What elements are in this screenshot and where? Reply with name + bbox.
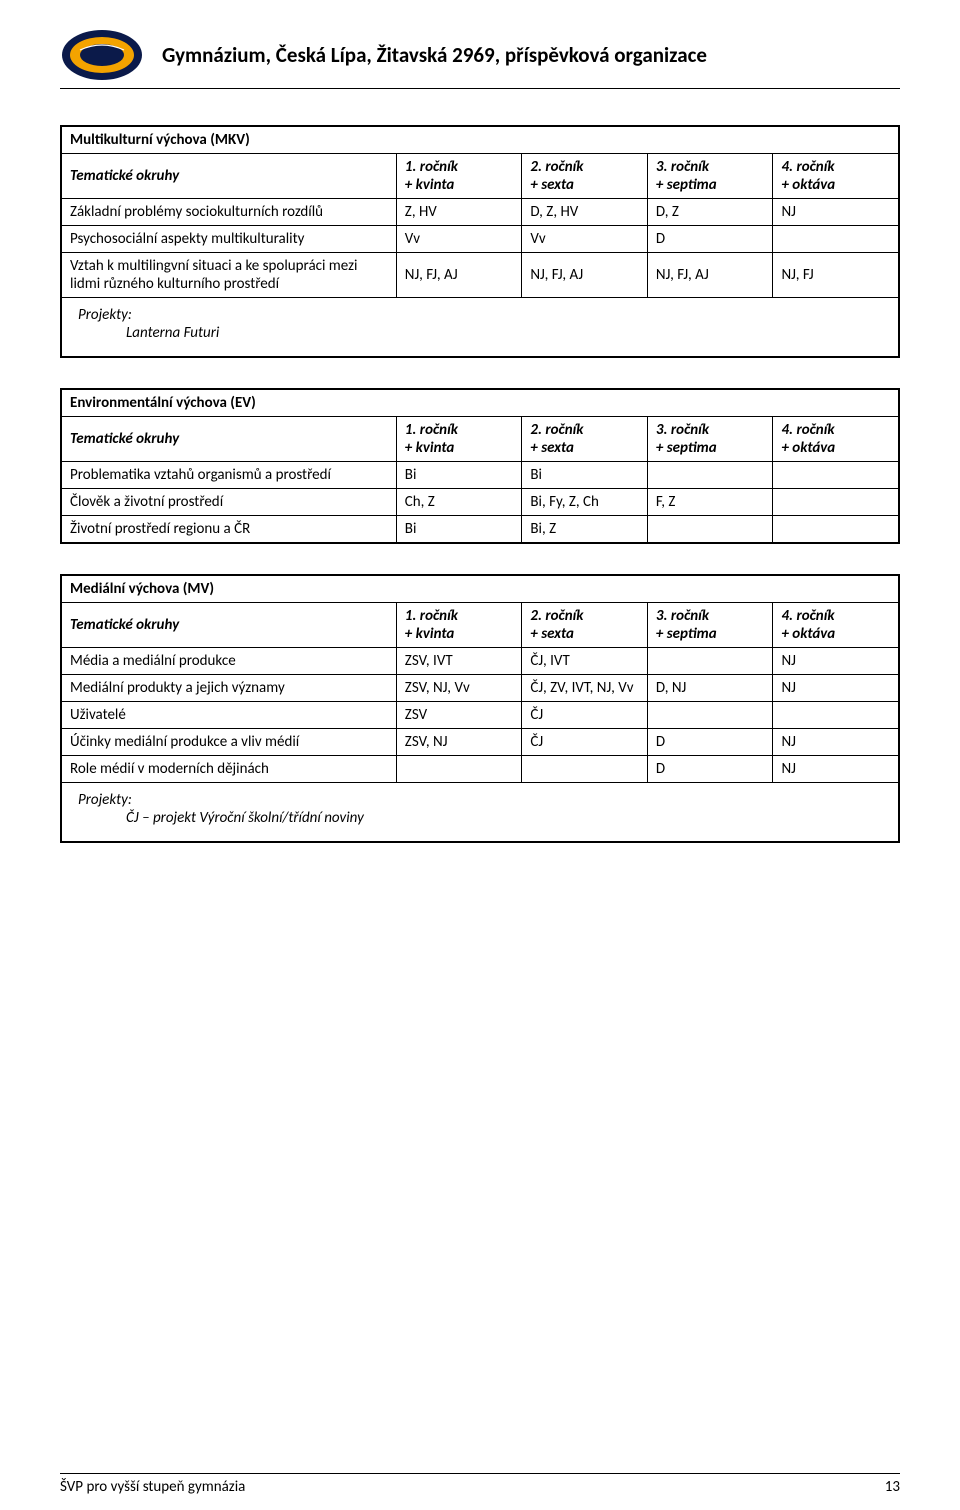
header-title: Gymnázium, Česká Lípa, Žitavská 2969, př… (162, 42, 707, 68)
mkv-section: Multikulturní výchova (MKV) Tematické ok… (60, 125, 900, 358)
column-header-4: 4. ročník+ oktáva (773, 154, 899, 199)
table-row: Problematika vztahů organismů a prostřed… (62, 462, 899, 489)
column-header-1: 1. ročník+ kvinta (396, 154, 522, 199)
mv-title: Mediální výchova (MV) (62, 576, 899, 603)
mkv-title: Multikulturní výchova (MKV) (62, 127, 899, 154)
ev-title: Environmentální výchova (EV) (62, 390, 899, 417)
footer-left: ŠVP pro vyšší stupeň gymnázia (60, 1478, 245, 1496)
mv-projects: Projekty: ČJ – projekt Výroční školní/tř… (70, 787, 890, 837)
table-row: Životní prostředí regionu a ČR Bi Bi, Z (62, 516, 899, 543)
table-row: Role médií v moderních dějinách D NJ (62, 756, 899, 783)
table-row: Vztah k multilingvní situaci a ke spolup… (62, 253, 899, 298)
mv-section: Mediální výchova (MV) Tematické okruhy 1… (60, 574, 900, 843)
table-row: Média a mediální produkce ZSV, IVT ČJ, I… (62, 648, 899, 675)
mv-table: Mediální výchova (MV) Tematické okruhy 1… (61, 575, 899, 842)
mkv-projects: Projekty: Lanterna Futuri (70, 302, 890, 352)
table-row: Mediální produkty a jejich významy ZSV, … (62, 675, 899, 702)
table-row: Základní problémy sociokulturních rozdíl… (62, 199, 899, 226)
table-row: Člověk a životní prostředí Ch, Z Bi, Fy,… (62, 489, 899, 516)
table-row: Uživatelé ZSV ČJ (62, 702, 899, 729)
column-header-2: 2. ročník+ sexta (522, 154, 648, 199)
document-header: Gymnázium, Česká Lípa, Žitavská 2969, př… (60, 28, 900, 89)
column-header-topic: Tematické okruhy (62, 154, 397, 199)
column-header-3: 3. ročník+ septima (647, 154, 773, 199)
footer-page-number: 13 (885, 1478, 900, 1496)
ev-table: Environmentální výchova (EV) Tematické o… (61, 389, 899, 543)
school-logo-icon (60, 28, 144, 82)
table-row: Účinky mediální produkce a vliv médií ZS… (62, 729, 899, 756)
table-row: Psychosociální aspekty multikulturality … (62, 226, 899, 253)
ev-section: Environmentální výchova (EV) Tematické o… (60, 388, 900, 544)
mkv-table: Multikulturní výchova (MKV) Tematické ok… (61, 126, 899, 357)
page-footer: ŠVP pro vyšší stupeň gymnázia 13 (60, 1473, 900, 1496)
